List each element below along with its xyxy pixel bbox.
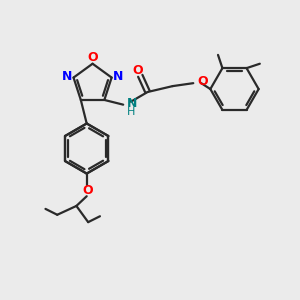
Text: N: N	[62, 70, 72, 83]
Text: O: O	[133, 64, 143, 77]
Text: O: O	[197, 75, 208, 88]
Text: O: O	[87, 51, 98, 64]
Text: N: N	[127, 97, 137, 110]
Text: H: H	[127, 107, 135, 117]
Text: O: O	[82, 184, 93, 197]
Text: N: N	[113, 70, 123, 83]
